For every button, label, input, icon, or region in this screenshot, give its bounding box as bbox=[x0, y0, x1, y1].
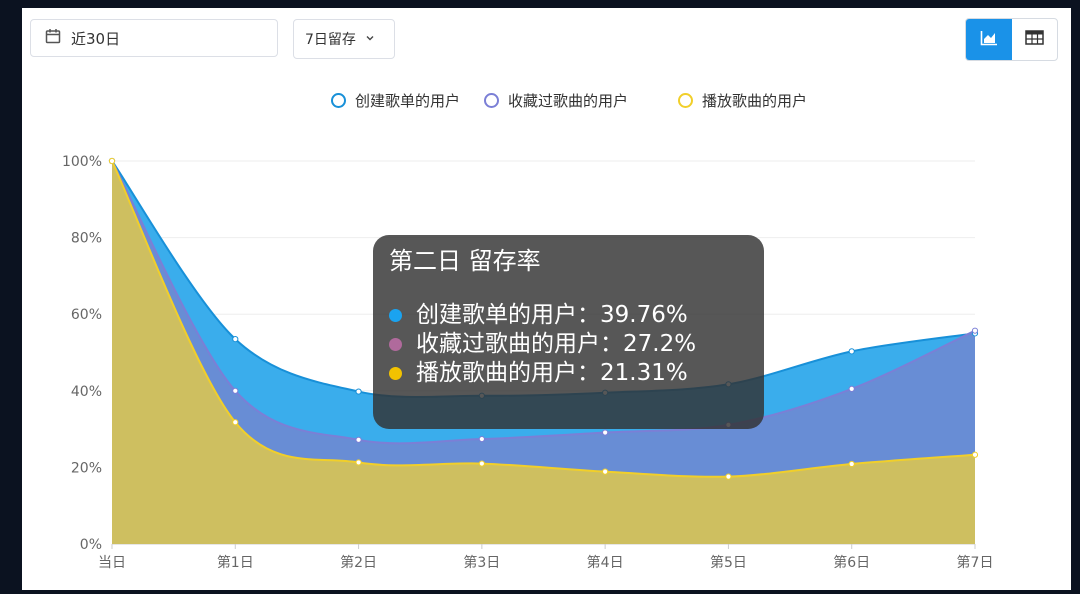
retention-period-select[interactable]: 7日留存 bbox=[293, 19, 395, 59]
y-tick-label: 40% bbox=[71, 384, 102, 400]
view-toggle bbox=[965, 18, 1058, 61]
data-point bbox=[602, 468, 609, 475]
x-tick-label: 第7日 bbox=[957, 554, 994, 571]
y-tick-label: 0% bbox=[80, 537, 102, 553]
retention-period-value: 7日留存 bbox=[305, 32, 356, 48]
legend-marker bbox=[331, 93, 346, 108]
tooltip-row: 创建歌单的用户：39.76% bbox=[389, 301, 748, 330]
chart-view-button[interactable] bbox=[966, 19, 1012, 60]
data-point bbox=[355, 388, 362, 395]
data-point bbox=[848, 460, 855, 468]
tooltip-marker bbox=[389, 367, 402, 380]
legend-label: 播放歌曲的用户 bbox=[702, 92, 808, 110]
data-point bbox=[478, 460, 485, 467]
legend-marker bbox=[484, 93, 499, 108]
legend-marker bbox=[678, 93, 693, 108]
legend-item-favorite-songs[interactable]: 收藏过歌曲的用户 bbox=[484, 90, 628, 111]
series-line-play-songs bbox=[111, 160, 976, 478]
calendar-icon bbox=[45, 28, 61, 48]
table-icon bbox=[1025, 30, 1044, 49]
x-tick-label: 第6日 bbox=[833, 554, 870, 571]
tooltip-marker bbox=[389, 309, 402, 322]
tooltip-row: 播放歌曲的用户：21.31% bbox=[389, 359, 748, 388]
data-point bbox=[725, 473, 732, 480]
x-tick-label: 第3日 bbox=[463, 554, 500, 571]
data-point bbox=[971, 327, 979, 334]
data-point bbox=[478, 435, 485, 443]
table-view-button[interactable] bbox=[1012, 19, 1058, 60]
x-tick-label: 第5日 bbox=[710, 554, 747, 571]
x-tick-label: 当日 bbox=[98, 555, 126, 571]
legend-label: 收藏过歌曲的用户 bbox=[508, 92, 629, 110]
tooltip-row-text: 播放歌曲的用户：21.31% bbox=[416, 360, 688, 386]
series-line-favorite-songs bbox=[111, 160, 976, 445]
data-point bbox=[602, 429, 609, 436]
data-point bbox=[232, 419, 239, 426]
chart-legend: 创建歌单的用户 收藏过歌曲的用户 播放歌曲的用户 bbox=[22, 90, 1071, 110]
y-tick-label: 100% bbox=[62, 154, 102, 170]
data-point bbox=[971, 451, 979, 458]
data-point bbox=[355, 436, 362, 443]
area-chart-icon bbox=[980, 30, 998, 50]
y-tick-label: 20% bbox=[71, 460, 102, 476]
x-tick-label: 第1日 bbox=[217, 554, 254, 571]
tooltip-row-text: 收藏过歌曲的用户：27.2% bbox=[416, 331, 697, 357]
series-area-favorite-songs bbox=[112, 161, 975, 544]
data-point bbox=[355, 459, 362, 466]
hover-tooltip: 第二日 留存率 创建歌单的用户：39.76% 收藏过歌曲的用户：27.2% 播放… bbox=[373, 235, 764, 429]
legend-item-play-songs[interactable]: 播放歌曲的用户 bbox=[678, 90, 807, 111]
x-tick-label: 第2日 bbox=[340, 554, 377, 571]
tooltip-title: 第二日 留存率 bbox=[389, 247, 541, 275]
date-range-picker[interactable]: 近30日 bbox=[30, 19, 278, 57]
data-point bbox=[108, 157, 116, 165]
tooltip-row: 收藏过歌曲的用户：27.2% bbox=[389, 330, 748, 359]
data-point bbox=[848, 348, 855, 355]
y-tick-label: 60% bbox=[71, 307, 102, 323]
tooltip-marker bbox=[389, 338, 402, 351]
tooltip-row-text: 创建歌单的用户：39.76% bbox=[416, 302, 688, 328]
y-tick-label: 80% bbox=[71, 231, 102, 247]
legend-item-create-playlist[interactable]: 创建歌单的用户 bbox=[331, 90, 460, 111]
x-tick-label: 第4日 bbox=[587, 554, 624, 571]
legend-label: 创建歌单的用户 bbox=[355, 92, 461, 110]
data-point bbox=[232, 335, 239, 343]
data-point bbox=[848, 385, 855, 392]
chart-panel: 近30日 7日留存 bbox=[22, 8, 1071, 590]
data-point bbox=[232, 387, 239, 394]
date-range-label: 近30日 bbox=[71, 29, 121, 48]
chevron-down-icon bbox=[365, 31, 375, 47]
